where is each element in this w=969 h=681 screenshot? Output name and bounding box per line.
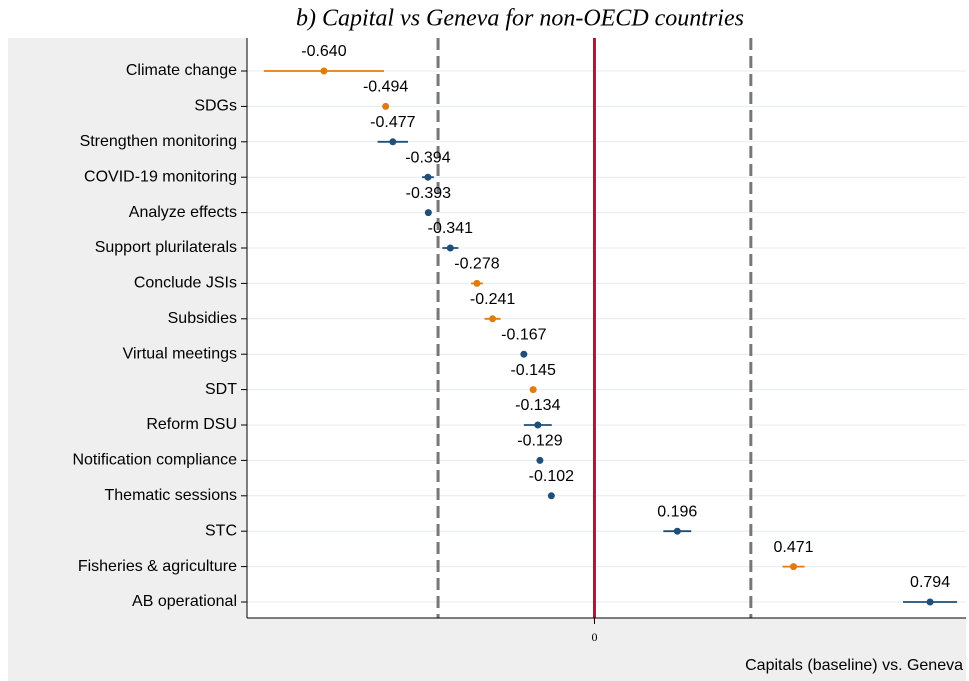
y-tick-label: Subsidies: [168, 310, 237, 327]
value-label: -0.145: [510, 362, 555, 379]
y-tick-label: Analyze effects: [129, 204, 237, 221]
value-label: 0.196: [657, 503, 697, 520]
point: [382, 102, 390, 110]
value-label: -0.341: [428, 220, 473, 237]
point: [926, 598, 934, 606]
y-tick-label: Conclude JSIs: [134, 275, 237, 292]
y-tick-label: SDGs: [194, 98, 237, 115]
point: [389, 138, 397, 146]
y-tick-label: AB operational: [132, 593, 237, 610]
value-label: 0.471: [774, 539, 814, 556]
value-label: -0.477: [370, 114, 415, 131]
y-tick-label: Notification compliance: [72, 452, 237, 469]
point: [320, 67, 328, 75]
y-tick-label: STC: [205, 522, 237, 539]
point: [536, 456, 544, 464]
value-label: 0.794: [910, 574, 950, 591]
y-tick-label: Reform DSU: [146, 416, 237, 433]
value-label: -0.494: [363, 79, 408, 96]
point: [673, 527, 681, 535]
point: [790, 563, 798, 571]
point: [529, 386, 537, 394]
point: [446, 244, 454, 252]
point: [534, 421, 542, 429]
value-label: -0.640: [301, 43, 346, 60]
y-tick-label: Strengthen monitoring: [80, 133, 237, 150]
x-tick-label: 0: [591, 630, 597, 644]
y-tick-label: Climate change: [126, 62, 237, 79]
value-label: -0.278: [454, 256, 499, 273]
value-label: -0.241: [470, 291, 515, 308]
value-label: -0.129: [517, 433, 562, 450]
value-label: -0.394: [405, 149, 450, 166]
point: [547, 492, 555, 500]
value-label: -0.102: [529, 468, 574, 485]
y-tick-label: Thematic sessions: [105, 487, 238, 504]
y-tick-label: SDT: [205, 381, 237, 398]
chart-title: b) Capital vs Geneva for non-OECD countr…: [296, 6, 744, 32]
point: [489, 315, 497, 323]
value-label: -0.167: [501, 326, 546, 343]
value-label: -0.134: [515, 397, 560, 414]
y-tick-label: Virtual meetings: [123, 345, 237, 362]
y-tick-label: Support plurilaterals: [95, 239, 237, 256]
plot-area: [247, 38, 966, 618]
point: [424, 209, 432, 217]
x-axis-label: Capitals (baseline) vs. Geneva: [745, 657, 963, 674]
value-label: -0.393: [406, 185, 451, 202]
point: [473, 279, 481, 287]
y-tick-label: Fisheries & agriculture: [78, 558, 237, 575]
point: [424, 173, 432, 181]
point: [520, 350, 528, 358]
y-tick-label: COVID-19 monitoring: [84, 168, 237, 185]
